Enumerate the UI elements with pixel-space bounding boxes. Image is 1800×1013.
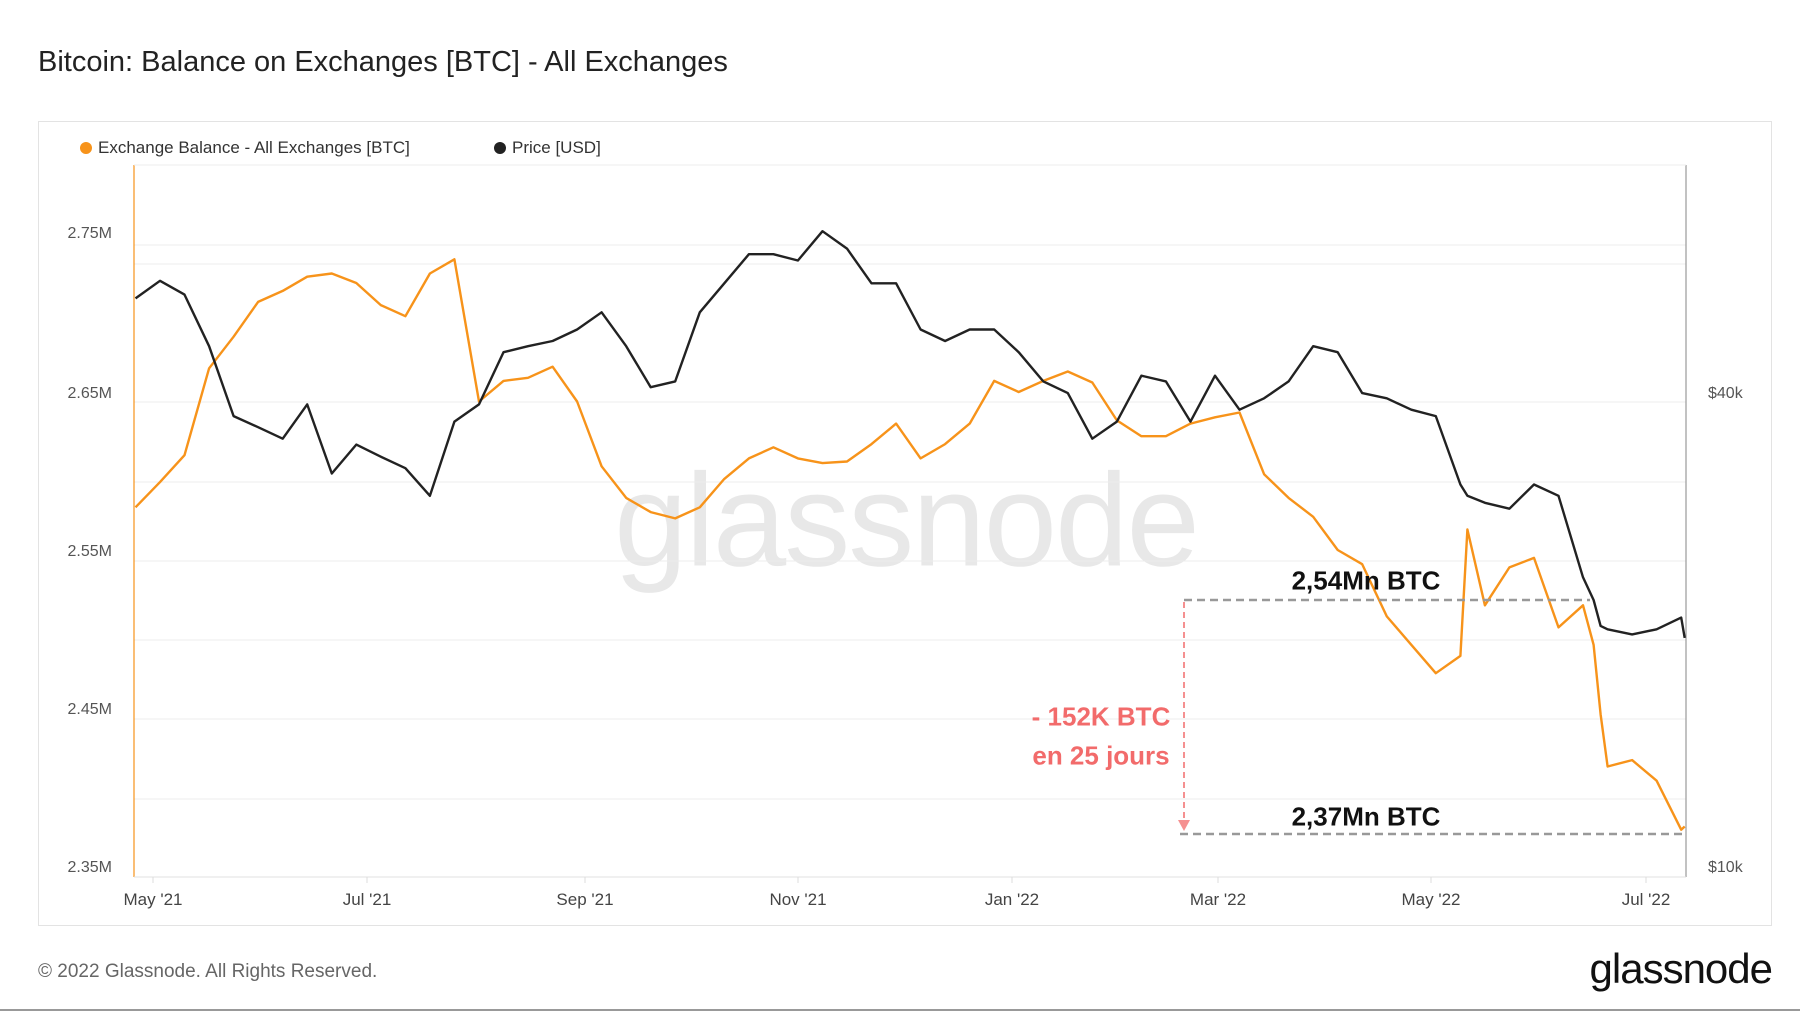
legend-item-exchange-balance[interactable]: Exchange Balance - All Exchanges [BTC] — [80, 138, 410, 158]
annotation-bottom-level: 2,37Mn BTC — [1291, 801, 1441, 832]
legend-item-price[interactable]: Price [USD] — [494, 138, 601, 158]
x-tick: Sep '21 — [556, 890, 614, 909]
chart-title: Bitcoin: Balance on Exchanges [BTC] - Al… — [38, 46, 728, 78]
y-left-tick: 2.55M — [67, 543, 112, 560]
x-tick: May '21 — [123, 890, 183, 909]
y-left-tick: 2.35M — [67, 859, 112, 876]
watermark: glassnode — [614, 446, 1200, 594]
annotation-top-level: 2,54Mn BTC — [1291, 565, 1441, 596]
orange-dot-icon — [80, 142, 92, 154]
price-line — [134, 230, 1686, 639]
y-left-tick: 2.45M — [67, 701, 112, 718]
x-tick: Nov '21 — [769, 890, 827, 909]
x-tick: Jan '22 — [984, 890, 1040, 909]
chart-panel — [38, 121, 1772, 926]
y-left-tick: 2.65M — [67, 385, 112, 402]
black-dot-icon — [494, 142, 506, 154]
x-tick: Mar '22 — [1189, 890, 1247, 909]
divider — [0, 1009, 1800, 1011]
annotation-duration: en 25 jours — [1032, 740, 1170, 771]
exchange-balance-line — [134, 258, 1686, 831]
y-left-tick: 2.75M — [67, 225, 112, 242]
x-tick: Jul '22 — [1621, 890, 1671, 909]
y-right-tick: $40k — [1708, 385, 1743, 402]
legend-label: Price [USD] — [512, 138, 601, 157]
arrow-down-icon — [1178, 820, 1190, 831]
x-tick: Jul '21 — [342, 890, 392, 909]
legend-label: Exchange Balance - All Exchanges [BTC] — [98, 138, 410, 157]
x-tick: May '22 — [1401, 890, 1461, 909]
annotation-change: - 152K BTC — [1031, 701, 1171, 732]
glassnode-logo: glassnode — [1589, 945, 1773, 992]
copyright: © 2022 Glassnode. All Rights Reserved. — [38, 961, 378, 982]
y-right-tick: $10k — [1708, 859, 1743, 876]
